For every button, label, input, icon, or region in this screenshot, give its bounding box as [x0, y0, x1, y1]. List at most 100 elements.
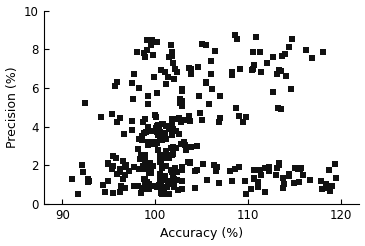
Point — [154, 185, 160, 189]
Point — [169, 50, 174, 54]
Point — [154, 130, 160, 134]
Point — [145, 143, 151, 147]
Point — [162, 178, 168, 182]
Point — [172, 117, 178, 121]
Point — [151, 184, 157, 188]
Point — [300, 173, 306, 177]
Point — [279, 54, 285, 58]
Point — [163, 82, 169, 86]
Point — [130, 97, 136, 101]
Point — [159, 123, 165, 126]
Point — [286, 174, 292, 178]
Point — [165, 76, 171, 79]
Point — [229, 179, 235, 183]
Point — [243, 192, 249, 196]
Point — [150, 142, 155, 146]
Point — [195, 65, 201, 69]
Point — [178, 142, 184, 146]
Point — [251, 176, 257, 180]
Point — [119, 184, 124, 188]
Point — [166, 155, 172, 159]
Point — [145, 140, 151, 144]
Point — [143, 48, 149, 52]
Point — [180, 165, 185, 169]
Point — [161, 135, 167, 139]
Point — [177, 97, 182, 101]
Point — [136, 86, 142, 90]
Point — [145, 129, 151, 133]
Point — [273, 173, 279, 177]
Point — [157, 130, 163, 134]
Point — [251, 177, 257, 181]
Point — [118, 190, 123, 194]
Point — [171, 77, 177, 81]
Point — [278, 107, 284, 111]
Point — [168, 146, 174, 150]
Point — [179, 169, 185, 172]
Point — [232, 33, 238, 37]
Point — [149, 171, 154, 175]
Point — [123, 163, 129, 167]
Point — [270, 55, 276, 59]
Point — [154, 91, 160, 95]
Point — [185, 160, 191, 164]
Point — [126, 169, 132, 173]
Point — [172, 67, 177, 71]
Point — [143, 38, 149, 42]
Point — [135, 184, 141, 188]
Point — [286, 45, 292, 49]
X-axis label: Accuracy (%): Accuracy (%) — [160, 228, 243, 240]
Point — [203, 80, 209, 84]
Point — [180, 179, 185, 183]
Point — [243, 115, 249, 119]
Point — [327, 189, 333, 193]
Point — [323, 182, 329, 186]
Point — [163, 137, 169, 141]
Point — [139, 138, 145, 142]
Point — [291, 181, 297, 185]
Point — [318, 179, 324, 183]
Point — [100, 183, 106, 187]
Point — [295, 167, 301, 171]
Point — [179, 104, 185, 108]
Point — [233, 106, 239, 110]
Point — [173, 129, 179, 133]
Point — [177, 116, 182, 120]
Point — [332, 162, 338, 166]
Point — [131, 165, 137, 169]
Point — [157, 174, 162, 178]
Point — [123, 165, 128, 169]
Point — [309, 56, 315, 60]
Point — [110, 112, 115, 116]
Point — [172, 166, 178, 170]
Point — [281, 182, 287, 185]
Point — [170, 185, 176, 189]
Point — [105, 161, 111, 165]
Point — [170, 174, 176, 178]
Point — [153, 115, 159, 119]
Point — [131, 184, 137, 188]
Point — [114, 120, 120, 124]
Point — [85, 180, 91, 184]
Point — [154, 40, 160, 44]
Point — [212, 49, 218, 53]
Point — [82, 101, 88, 105]
Y-axis label: Precision (%): Precision (%) — [5, 66, 19, 148]
Point — [175, 188, 181, 192]
Point — [157, 184, 162, 187]
Point — [155, 123, 161, 127]
Point — [208, 72, 214, 76]
Point — [129, 128, 135, 132]
Point — [79, 163, 85, 167]
Point — [158, 160, 164, 164]
Point — [211, 163, 217, 167]
Point — [112, 84, 118, 88]
Point — [255, 185, 261, 189]
Point — [109, 167, 115, 171]
Point — [183, 148, 189, 152]
Point — [114, 80, 119, 84]
Point — [142, 117, 148, 121]
Point — [197, 111, 203, 115]
Point — [155, 125, 161, 129]
Point — [170, 133, 176, 137]
